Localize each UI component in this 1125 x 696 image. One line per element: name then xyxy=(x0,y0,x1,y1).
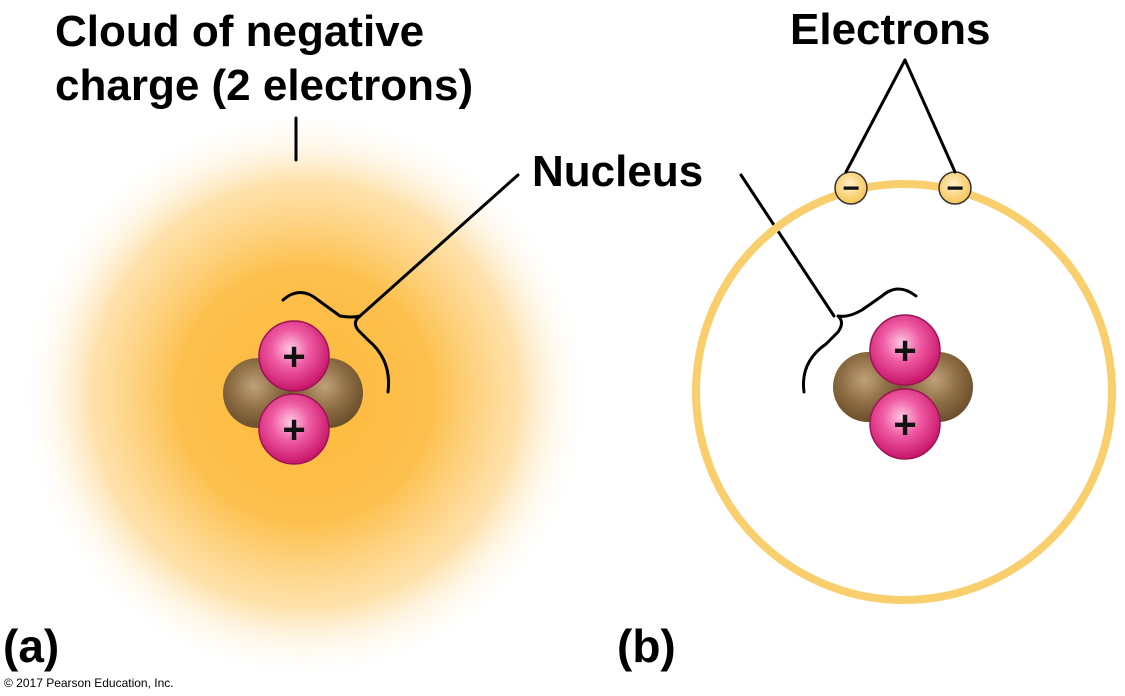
nucleus-leader-a xyxy=(358,173,520,318)
electrons-label: Electrons xyxy=(790,5,991,54)
proton-a-bottom xyxy=(258,393,330,465)
proton-b-top xyxy=(869,314,941,386)
electron-orbit xyxy=(692,180,1116,604)
proton-b-top-sign: + xyxy=(893,329,916,373)
panel-label-b: (b) xyxy=(617,620,676,672)
proton-b-bottom-sign: + xyxy=(893,403,916,447)
proton-a-top xyxy=(258,320,330,392)
nucleus-b: + + xyxy=(833,314,973,460)
electrons-leader-right xyxy=(903,58,957,174)
nucleus-a: + + xyxy=(223,320,363,465)
proton-b-bottom xyxy=(869,388,941,460)
nucleus-leader-b xyxy=(739,173,836,318)
electron-left xyxy=(834,171,868,205)
electron-right-sign: − xyxy=(946,172,964,205)
nucleus-bracket-b xyxy=(801,287,918,394)
nucleus-label: Nucleus xyxy=(532,147,703,196)
copyright-notice: © 2017 Pearson Education, Inc. xyxy=(4,676,174,690)
cloud-label-line-2: charge (2 electrons) xyxy=(55,61,473,110)
electrons-leader-left xyxy=(844,58,907,174)
electron-left-sign: − xyxy=(842,172,860,205)
proton-a-top-sign: + xyxy=(282,335,305,379)
panel-label-a: (a) xyxy=(3,620,59,672)
cloud-label-line-1: Cloud of negative xyxy=(55,7,424,56)
proton-a-bottom-sign: + xyxy=(282,408,305,452)
